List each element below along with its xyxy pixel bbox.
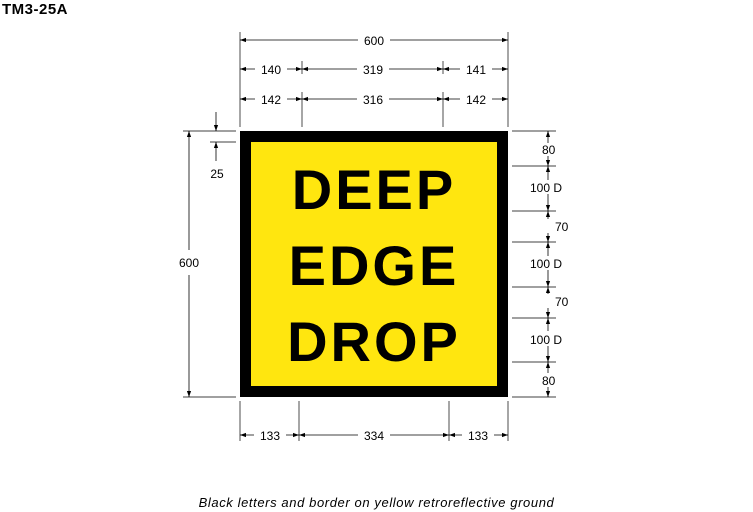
dim-overall-width: 600 [364,34,384,48]
dim-border: 25 [210,167,224,181]
dim-right-1: 80 [542,143,556,157]
dim-right-4: 100 D [530,257,562,271]
dim-right-3: 70 [555,220,569,234]
dim-overall-height: 600 [179,256,199,270]
dim-top1-center: 319 [363,63,383,77]
sign-ground [251,142,497,386]
sign-code: TM3-25A [2,1,69,18]
sign-word-3: DROP [287,310,461,373]
dim-right-6: 100 D [530,333,562,347]
sign-word-2: EDGE [289,234,460,297]
dim-bottom-right: 133 [468,429,488,443]
label-backgrounds [254,33,494,442]
dim-right-7: 80 [542,374,556,388]
dim-right-2: 100 D [530,181,562,195]
dimension-labels: 600 140 319 141 142 316 142 133 334 133 … [179,34,569,443]
dim-bottom-left: 133 [260,429,280,443]
dim-top2-right: 142 [466,93,486,107]
sign-panel: DEEP EDGE DROP [240,131,508,397]
dim-bottom-center: 334 [364,429,384,443]
caption: Black letters and border on yellow retro… [198,495,555,510]
dim-top2-center: 316 [363,93,383,107]
dim-top1-right: 141 [466,63,486,77]
dim-top1-left: 140 [261,63,281,77]
dim-right-5: 70 [555,295,569,309]
sign-word-1: DEEP [292,158,457,221]
dim-top2-left: 142 [261,93,281,107]
